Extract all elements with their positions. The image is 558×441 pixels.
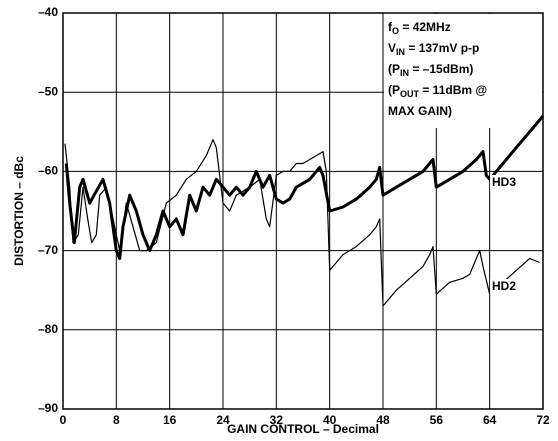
label-bg	[490, 175, 522, 191]
x-tick-label: 24	[216, 413, 230, 427]
x-tick-label: 40	[323, 413, 337, 427]
annotation: MAX GAIN)	[388, 104, 452, 118]
x-axis-label: GAIN CONTROL – Decimal	[227, 422, 379, 436]
x-tick-label: 32	[270, 413, 284, 427]
y-tick-label: –90	[38, 401, 58, 415]
annotation-part: (P	[388, 83, 400, 97]
annotation: (PIN = –15dBm)	[388, 62, 473, 78]
x-tick-label: 8	[113, 413, 120, 427]
annotation-part: IN	[396, 47, 405, 57]
y-tick-label: –70	[38, 243, 58, 257]
y-tick-label: –80	[38, 322, 58, 336]
annotation-part: f	[388, 20, 393, 34]
annotation: VIN = 137mV p-p	[388, 41, 479, 57]
annotation-part: IN	[400, 68, 409, 78]
annotation: (POUT = 11dBm @	[388, 83, 487, 99]
annotation: fO = 42MHz	[388, 20, 451, 36]
annotation-part: MAX GAIN)	[388, 104, 452, 118]
y-axis-label: DISTORTION – dBc	[12, 156, 26, 266]
y-tick-label: –40	[38, 5, 58, 19]
line	[64, 115, 545, 260]
x-tick-label: 48	[376, 413, 390, 427]
y-tick-label: –50	[38, 84, 58, 98]
label-bg	[490, 279, 522, 295]
annotation-part: O	[392, 26, 399, 36]
annotation-part: V	[388, 41, 396, 55]
annotation-part: OUT	[400, 89, 420, 99]
plot-frame	[62, 12, 544, 410]
series-label: HD3	[492, 175, 516, 189]
series-label: HD2	[492, 279, 516, 293]
x-tick-label: 64	[483, 413, 497, 427]
annotation-part: = 11dBm @	[419, 83, 487, 97]
annotation-part: = –15dBm)	[409, 62, 473, 76]
x-tick-label: 56	[430, 413, 444, 427]
annotation-part: = 137mV p-p	[405, 41, 479, 55]
line	[64, 139, 540, 307]
x-tick-label: 0	[60, 413, 67, 427]
x-tick-label: 72	[536, 413, 550, 427]
annotation-box	[384, 14, 542, 128]
y-tick-label: –60	[38, 164, 58, 178]
x-tick-label: 16	[163, 413, 177, 427]
annotation-part: (P	[388, 62, 400, 76]
annotation-part: = 42MHz	[399, 20, 451, 34]
